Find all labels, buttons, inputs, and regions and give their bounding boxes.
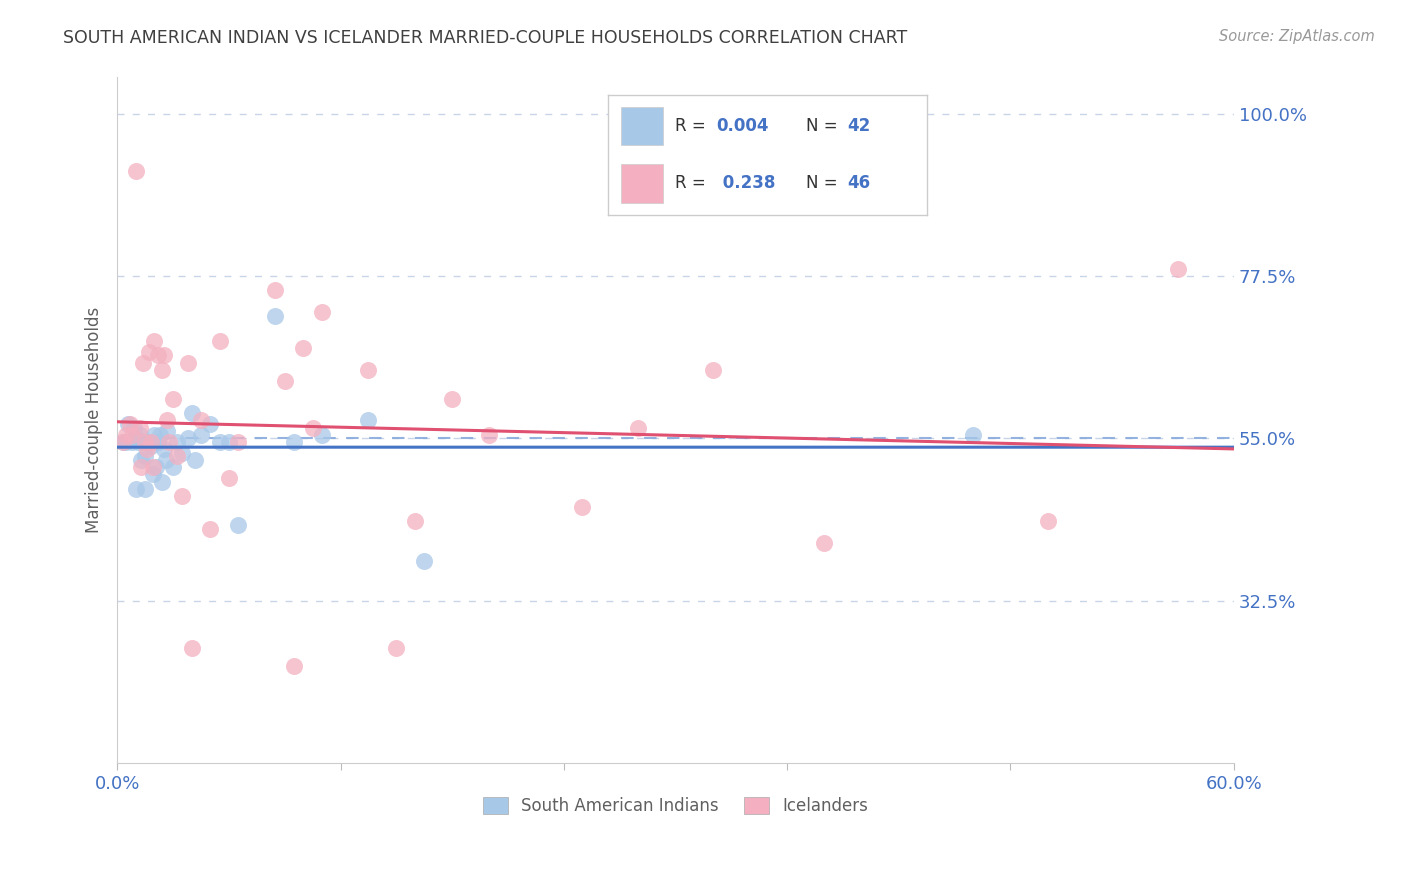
- Point: [264, 284, 287, 298]
- Point: [111, 434, 134, 449]
- Point: [139, 434, 162, 449]
- Point: [172, 489, 194, 503]
- Legend: South American Indians, Icelanders: South American Indians, Icelanders: [475, 789, 876, 823]
- Point: [166, 450, 188, 464]
- Y-axis label: Married-couple Households: Married-couple Households: [86, 307, 103, 533]
- Point: [311, 305, 333, 319]
- Point: [122, 420, 145, 434]
- Point: [152, 442, 174, 457]
- Point: [166, 434, 188, 449]
- Point: [273, 374, 295, 388]
- Point: [150, 475, 173, 489]
- Point: [128, 427, 150, 442]
- Point: [145, 460, 167, 475]
- Point: [125, 482, 148, 496]
- Point: [357, 413, 380, 427]
- Point: [141, 460, 163, 475]
- Point: [162, 460, 184, 475]
- Point: [138, 434, 160, 449]
- Point: [385, 640, 408, 655]
- Point: [301, 420, 323, 434]
- Point: [146, 348, 169, 362]
- Point: [200, 417, 222, 431]
- Point: [357, 363, 380, 377]
- Point: [218, 471, 240, 485]
- Point: [134, 450, 156, 464]
- Point: [226, 518, 249, 533]
- Point: [190, 427, 212, 442]
- Point: [120, 417, 142, 431]
- Point: [136, 442, 159, 457]
- Point: [156, 424, 179, 438]
- Point: [134, 482, 156, 496]
- Point: [125, 431, 148, 445]
- Point: [292, 341, 315, 355]
- Point: [218, 434, 240, 449]
- Point: [177, 431, 200, 445]
- Point: [172, 446, 194, 460]
- Point: [141, 467, 163, 482]
- Point: [132, 434, 155, 449]
- Point: [813, 536, 835, 550]
- Text: SOUTH AMERICAN INDIAN VS ICELANDER MARRIED-COUPLE HOUSEHOLDS CORRELATION CHART: SOUTH AMERICAN INDIAN VS ICELANDER MARRI…: [63, 29, 907, 46]
- Point: [413, 554, 436, 568]
- Point: [184, 453, 207, 467]
- Point: [125, 164, 148, 178]
- Point: [1036, 514, 1059, 528]
- Point: [571, 500, 593, 514]
- Point: [115, 434, 138, 449]
- Point: [146, 434, 169, 449]
- Point: [200, 522, 222, 536]
- Point: [283, 434, 305, 449]
- Point: [208, 334, 231, 348]
- Point: [143, 334, 166, 348]
- Point: [138, 344, 160, 359]
- Point: [1167, 261, 1189, 276]
- Point: [962, 427, 984, 442]
- Point: [155, 453, 177, 467]
- Point: [208, 434, 231, 449]
- Point: [226, 434, 249, 449]
- Point: [157, 434, 180, 449]
- Point: [121, 427, 143, 442]
- Point: [117, 417, 139, 431]
- Point: [127, 434, 149, 449]
- Point: [702, 363, 724, 377]
- Point: [132, 355, 155, 369]
- Point: [136, 434, 159, 449]
- Point: [404, 514, 426, 528]
- Point: [627, 420, 650, 434]
- Point: [156, 413, 179, 427]
- Point: [121, 434, 143, 449]
- Point: [190, 413, 212, 427]
- Point: [441, 392, 464, 406]
- Point: [177, 355, 200, 369]
- Point: [111, 434, 134, 449]
- Text: Source: ZipAtlas.com: Source: ZipAtlas.com: [1219, 29, 1375, 44]
- Point: [143, 427, 166, 442]
- Point: [180, 406, 202, 420]
- Point: [180, 640, 202, 655]
- Point: [115, 427, 138, 442]
- Point: [152, 348, 174, 362]
- Point: [311, 427, 333, 442]
- Point: [128, 420, 150, 434]
- Point: [134, 434, 156, 449]
- Point: [131, 460, 153, 475]
- Point: [283, 658, 305, 673]
- Point: [131, 453, 153, 467]
- Point: [149, 427, 172, 442]
- Point: [150, 363, 173, 377]
- Point: [139, 438, 162, 452]
- Point: [478, 427, 501, 442]
- Point: [264, 309, 287, 323]
- Point: [162, 392, 184, 406]
